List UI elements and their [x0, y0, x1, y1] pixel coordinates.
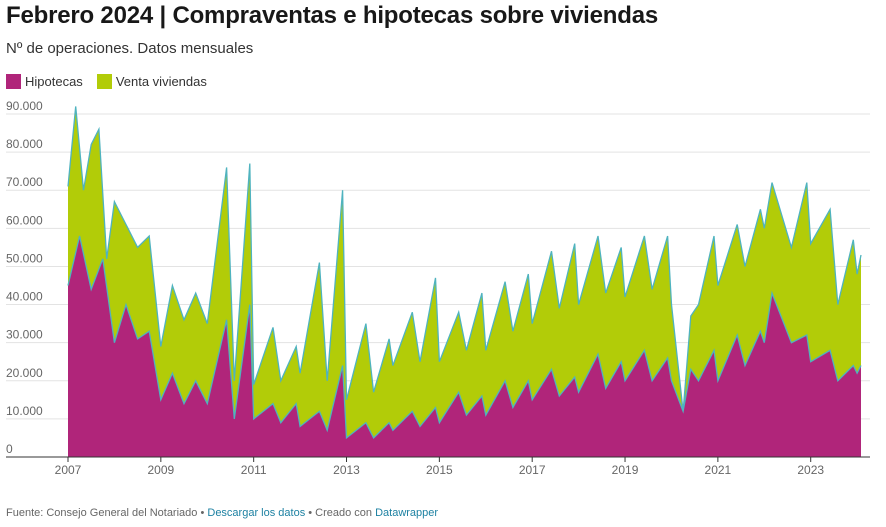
x-tick-label: 2009: [147, 463, 174, 477]
chart-footer: Fuente: Consejo General del Notariado • …: [6, 507, 438, 519]
chart-legend: Hipotecas Venta viviendas: [6, 74, 207, 89]
x-tick-label: 2017: [519, 463, 546, 477]
download-data-link[interactable]: Descargar los datos: [207, 507, 306, 519]
footer-separator: •: [197, 507, 208, 519]
y-tick-label: 70.000: [6, 175, 43, 189]
y-tick-label: 40.000: [6, 290, 43, 304]
x-tick-label: 2007: [55, 463, 82, 477]
chart-subtitle: Nº de operaciones. Datos mensuales: [6, 40, 254, 57]
x-axis: 2007 2009 2011 2013 2015 2017 2019 2021 2023: [6, 456, 870, 477]
area-chart: 0 10.000 20.000 30.000 40.000 50.000 60.000 70.…: [6, 100, 870, 477]
source-text: Fuente: Consejo General del Notariado: [6, 507, 198, 519]
x-tick-label: 2019: [612, 463, 639, 477]
x-tick-label: 2013: [333, 463, 360, 477]
x-tick-label: 2015: [426, 463, 453, 477]
y-axis-labels: 0 10.000 20.000 30.000 40.000 50.000 60.000 70.…: [6, 100, 43, 456]
legend-swatch-venta: [96, 74, 112, 89]
chart-title: Febrero 2024 | Compraventas e hipotecas …: [6, 2, 658, 29]
y-tick-label: 80.000: [6, 137, 43, 151]
x-tick-label: 2021: [705, 463, 732, 477]
y-tick-label: 90.000: [6, 100, 43, 113]
datawrapper-link[interactable]: Datawrapper: [375, 507, 439, 519]
legend-swatch-hipotecas: [6, 74, 21, 89]
x-tick-label: 2011: [241, 463, 267, 477]
y-tick-label: 0: [6, 442, 13, 456]
y-tick-label: 20.000: [6, 366, 43, 380]
legend-item-venta: Venta viviendas: [96, 74, 207, 89]
y-tick-label: 60.000: [6, 213, 43, 227]
legend-item-hipotecas: Hipotecas: [6, 74, 83, 89]
y-tick-label: 50.000: [6, 251, 43, 265]
chart-areas: [67, 106, 862, 458]
legend-label-venta: Venta viviendas: [115, 74, 207, 89]
x-tick-label: 2023: [797, 463, 824, 477]
line-hipotecas: [67, 235, 862, 440]
created-with-text: • Creado con: [305, 507, 376, 519]
y-tick-label: 10.000: [6, 404, 43, 418]
y-tick-label: 30.000: [6, 328, 43, 342]
line-venta-viviendas: [67, 106, 862, 412]
legend-label-hipotecas: Hipotecas: [25, 74, 83, 89]
area-hipotecas: [68, 236, 861, 457]
